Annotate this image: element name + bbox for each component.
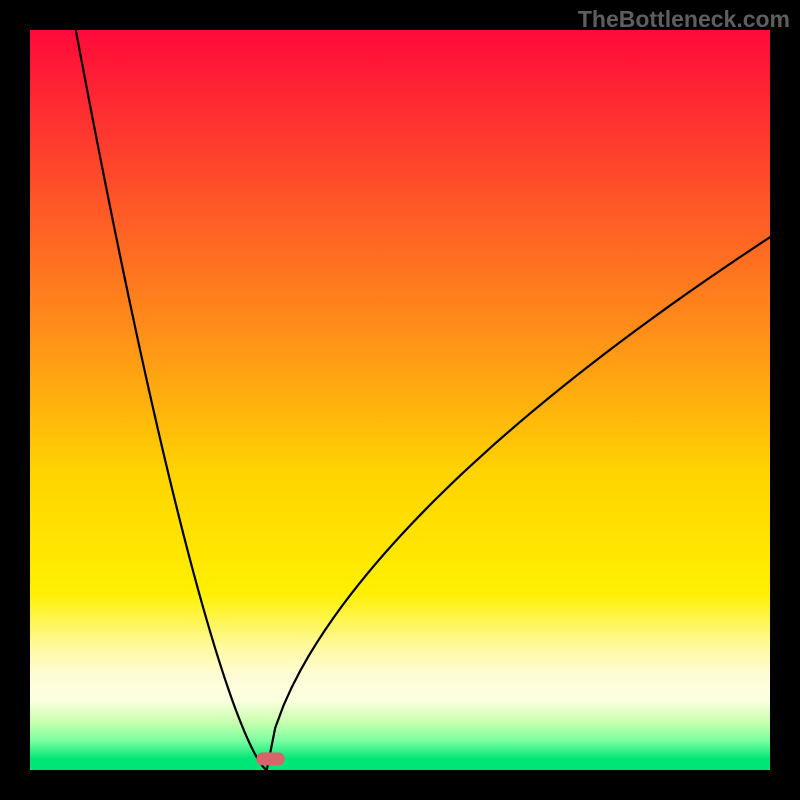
chart-container: TheBottleneck.com [0, 0, 800, 800]
optimal-point-marker [257, 752, 285, 765]
chart-background-gradient [30, 30, 770, 770]
bottleneck-chart-svg [0, 0, 800, 800]
